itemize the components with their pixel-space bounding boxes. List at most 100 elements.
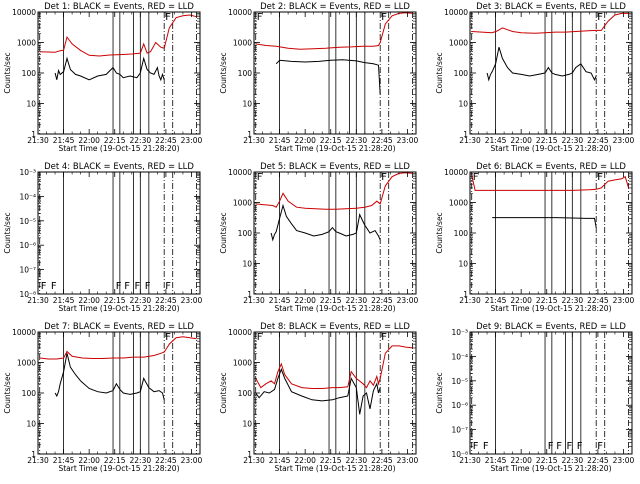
flag-label: F [134,281,140,292]
plot-frame [253,331,417,455]
flag-label: F [577,441,583,452]
y-tick-label: 10 [242,420,252,429]
x-tick-label: 23:00 [181,456,203,465]
plot-frame [253,11,417,135]
y-tick-label: 10000 [444,168,468,177]
x-tick-label: 22:45 [155,456,177,465]
x-tick-label: 22:45 [371,456,393,465]
panel-title: Det 6: BLACK = Events, RED = LLD [476,162,626,172]
x-tick-label: 21:30 [243,456,265,465]
y-tick-label: 1 [247,290,252,299]
x-tick-label: 21:30 [243,296,265,305]
events-series-line [270,203,381,242]
x-tick-label: 22:00 [294,136,316,145]
plot-frame [253,171,417,295]
y-tick-label: 10000 [228,168,252,177]
x-tick-label: 22:00 [294,296,316,305]
panel-title: Det 9: BLACK = Events, RED = LLD [476,322,626,332]
detector-panel-2: Det 2: BLACK = Events, RED = LLD 1 10 100 10… [219,2,419,153]
lld-series-line [39,14,197,57]
detector-panel-3: Det 3: BLACK = Events, RED = LLD 1 10 100 10… [435,2,635,153]
x-tick-label: 22:45 [155,296,177,305]
detector-panel-8: Det 8: BLACK = Events, RED = LLD 1 10 100 10… [219,322,419,473]
x-tick-label: 21:45 [269,456,291,465]
y-tick-label: 10 [242,100,252,109]
y-tick-label: 1 [31,450,36,459]
y-tick-label: 1000 [449,39,468,48]
x-axis-label: Start Time (19-Oct-15 21:28:20) [58,144,179,153]
x-tick-label: 22:30 [346,456,368,465]
y-tick-label: 1000 [233,199,252,208]
x-tick-label: 21:45 [485,136,507,145]
flag-label: F [597,441,603,452]
y-tick-label: 10⁻⁶ [451,401,468,410]
y-axis-label: Counts/sec [3,212,12,253]
y-tick-label: 10 [242,260,252,269]
y-axis-label: Counts/sec [219,52,228,93]
y-tick-label: 1 [31,130,36,139]
detector-panel-6: Det 6: BLACK = Events, RED = LLD 1 10 100 10… [435,162,635,313]
x-tick-label: 21:45 [269,136,291,145]
x-axis-label: Start Time (19-Oct-15 21:28:20) [490,144,611,153]
flag-label: F [257,172,263,183]
x-tick-label: 22:30 [346,136,368,145]
x-axis-label: Start Time (19-Oct-15 21:28:20) [274,144,395,153]
detector-panel-5: Det 5: BLACK = Events, RED = LLD 1 10 100 10… [219,162,419,313]
y-tick-label: 1000 [17,359,36,368]
x-tick-label: 22:15 [320,296,342,305]
flag-label: F [566,441,572,452]
events-series-line [54,56,165,82]
flag-label: F [165,12,171,23]
y-tick-label: 100 [238,229,253,238]
y-tick-label: 10 [458,100,468,109]
flag-label: F [597,172,603,183]
x-tick-label: 22:00 [294,456,316,465]
flag-label: F [473,441,479,452]
flag-label: F [41,281,47,292]
flag-label: F [116,281,122,292]
y-tick-label: 10 [26,100,36,109]
y-tick-label: 10000 [228,328,252,337]
lld-series-line [255,172,413,210]
x-axis-label: Start Time (19-Oct-15 21:28:20) [274,464,395,473]
y-axis-label: Counts/sec [435,52,444,93]
x-tick-label: 23:00 [613,456,635,465]
y-tick-label: 10000 [12,8,36,17]
events-series-line [275,59,381,95]
x-tick-label: 21:30 [27,136,49,145]
panel-title: Det 7: BLACK = Events, RED = LLD [44,322,194,332]
x-tick-label: 22:30 [130,296,152,305]
lld-series-line [471,12,629,34]
flag-label: F [51,281,57,292]
y-tick-label: 10⁻⁸ [451,450,468,459]
panel-title: Det 8: BLACK = Events, RED = LLD [260,322,410,332]
x-axis-label: Start Time (19-Oct-15 21:28:20) [490,464,611,473]
x-tick-label: 22:15 [104,296,126,305]
y-tick-label: 10⁻⁷ [19,266,36,275]
flag-label: F [257,332,263,343]
y-tick-label: 10⁻³ [451,328,468,337]
events-series-line [492,217,597,228]
flag-label: F [473,172,479,183]
events-series-line [54,353,165,400]
x-axis-label: Start Time (19-Oct-15 21:28:20) [58,304,179,313]
y-tick-label: 1 [247,130,252,139]
x-tick-label: 21:30 [27,456,49,465]
y-tick-label: 1000 [233,359,252,368]
y-axis-label: Counts/sec [435,212,444,253]
x-tick-label: 22:00 [78,296,100,305]
x-tick-label: 22:30 [562,456,584,465]
y-tick-label: 10000 [444,8,468,17]
x-tick-label: 22:15 [104,456,126,465]
flag-label: F [257,12,263,23]
panel-title: Det 3: BLACK = Events, RED = LLD [476,2,626,12]
flag-label: F [597,12,603,23]
x-tick-label: 23:00 [397,456,419,465]
detector-panel-4: Det 4: BLACK = Events, RED = LLD 10⁻⁸ 10⁻⁷… [3,162,203,313]
x-tick-label: 22:15 [104,136,126,145]
y-tick-label: 10 [26,420,36,429]
x-axis-label: Start Time (19-Oct-15 21:28:20) [274,304,395,313]
panel-title: Det 5: BLACK = Events, RED = LLD [260,162,410,172]
